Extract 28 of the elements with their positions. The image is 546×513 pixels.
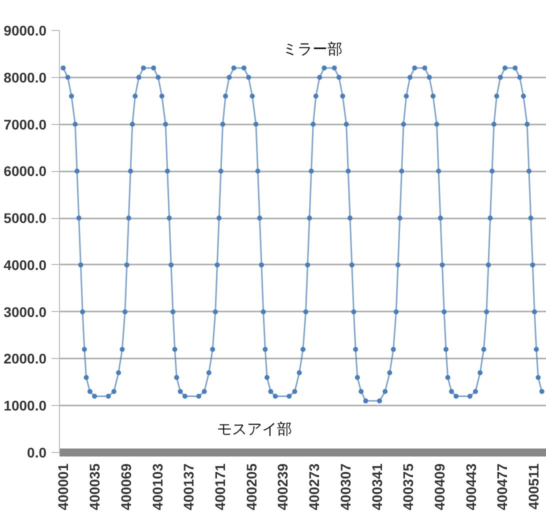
x-tick-label: 400239: [274, 463, 291, 510]
y-tick-label: 1000.0: [4, 398, 47, 414]
y-tick-label: 3000.0: [4, 304, 47, 320]
y-tick-label: 6000.0: [4, 163, 47, 180]
x-tick-label: 400443: [462, 463, 479, 510]
x-tick-label: 400307: [337, 463, 354, 510]
x-tick-label: 400069: [118, 463, 134, 510]
y-tick-label: 9000.0: [4, 22, 47, 38]
x-tick-label: 400511: [526, 463, 542, 510]
y-tick-label: 7000.0: [4, 116, 47, 132]
y-tick-label: 2000.0: [4, 350, 47, 367]
y-tick-label: 4000.0: [4, 256, 47, 273]
x-tick-label: 400477: [494, 463, 510, 510]
x-tick-label: 400035: [86, 463, 103, 510]
y-tick-label: 8000.0: [4, 69, 47, 86]
x-tick-label: 400409: [432, 463, 448, 510]
x-tick-label: 400341: [368, 463, 385, 510]
x-tick-label: 400205: [243, 463, 260, 510]
x-tick-label: 400375: [400, 463, 416, 510]
x-tick-label: 400137: [180, 463, 197, 510]
x-tick-label: 400273: [306, 463, 322, 510]
annotation: ミラー部: [282, 40, 343, 58]
y-tick-label: 5000.0: [4, 210, 47, 226]
x-tick-label: 400001: [55, 463, 72, 510]
x-tick-label: 400171: [212, 463, 228, 510]
y-tick-label: 0.0: [27, 444, 47, 460]
x-tick-label: 400103: [149, 463, 166, 510]
annotation: モスアイ部: [216, 420, 292, 438]
